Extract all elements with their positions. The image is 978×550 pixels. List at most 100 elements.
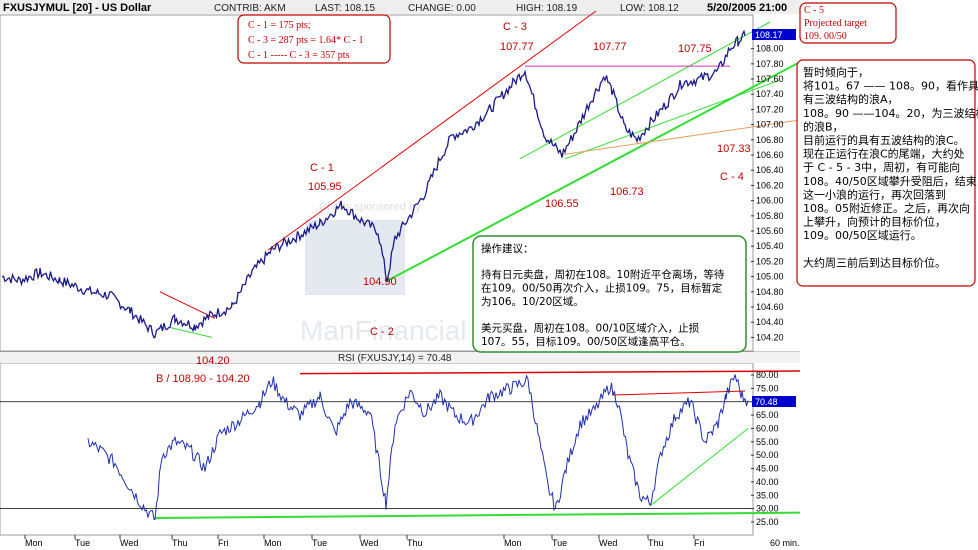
rsi-tick-label: 65.00 <box>756 410 779 420</box>
target-line-3: 109. 00/50 <box>804 31 847 42</box>
symbol-title: FXUSJYMUL [20] - US Dollar <box>3 2 152 14</box>
label-106-73: 106.73 <box>610 186 644 198</box>
label-c1-value: 105.95 <box>308 181 342 193</box>
advice-title: 操作建议： <box>481 242 534 255</box>
advice-box: 操作建议： 持有日元卖盘，周初在108。10附近平仓离场，等待在109。00/5… <box>472 235 747 353</box>
price-tick-label: 107.00 <box>756 120 784 130</box>
x-tick-label: Wed <box>360 538 378 548</box>
x-tick-label: Thu <box>648 538 664 548</box>
price-tick-label: 106.60 <box>756 150 784 160</box>
analysis-line: 有三波结构的浪A， <box>803 92 899 106</box>
rsi-red-inner <box>611 390 746 396</box>
calc-line-3: C - 1 ----- C - 3 = 357 pts <box>248 50 350 61</box>
advice-line: 107。55，目标109。00/50区域逢高平仓。 <box>481 335 691 348</box>
analysis-line: 目前运行的具有五波结构的浪C。 <box>803 133 965 147</box>
datetime-label: 5/20/2005 21:00 <box>707 2 787 14</box>
contrib-label: CONTRIB: AKM <box>214 3 286 14</box>
trendline-green-small <box>169 327 213 338</box>
price-tick-label: 105.20 <box>756 256 784 266</box>
analysis-line: 108。05附近修正。之后，再次向 <box>803 201 970 215</box>
price-tick-label: 107.20 <box>756 104 784 114</box>
price-tick-label: 107.60 <box>756 74 784 84</box>
rsi-red-top <box>299 370 801 375</box>
x-tick-label: Mon <box>504 538 522 548</box>
label-c2: C - 2 <box>370 326 394 338</box>
price-flag-text: 108.17 <box>755 30 783 40</box>
analysis-line: 暂时倾向于， <box>803 65 869 79</box>
analysis-line: 108。90 ——104。20，为三波结构 <box>803 106 978 120</box>
target-line-2: Projected target <box>804 18 867 29</box>
target-line-1: C - 5 <box>804 5 824 16</box>
price-tick-label: 106.80 <box>756 135 784 145</box>
rsi-green-bottom <box>154 511 801 519</box>
price-tick-label: 106.20 <box>756 180 784 190</box>
calc-box-frame <box>237 14 391 64</box>
high-label: HIGH: 108.19 <box>516 3 578 14</box>
target-box-frame <box>799 2 897 44</box>
rsi-value-flag: 70.48 <box>752 396 796 407</box>
rsi-tick-label: 75.00 <box>756 383 779 393</box>
price-tick-label: 106.00 <box>756 196 784 206</box>
price-tick-label: 107.80 <box>756 59 784 69</box>
analysis-line: 这一小浪的运行，再次回落到 <box>803 187 946 201</box>
price-tick-label: 104.40 <box>756 317 784 327</box>
last-label: LAST: 108.15 <box>315 3 375 14</box>
rsi-tick-label: 45.00 <box>756 464 779 474</box>
x-tick-label: Wed <box>120 538 138 548</box>
analysis-line: 现在正运行在浪C的尾端，大约处 <box>803 147 965 161</box>
label-107-33: 107.33 <box>717 143 751 155</box>
rsi-panel-frame <box>0 362 754 536</box>
price-tick-label: 107.40 <box>756 89 784 99</box>
watermark-logo <box>305 220 405 295</box>
label-c2-value: 104.90 <box>363 276 397 288</box>
x-tick-label: Mon <box>25 538 43 548</box>
rsi-tick-label: 60.00 <box>756 423 779 433</box>
header-bar <box>0 0 800 14</box>
label-peak-2: 107.77 <box>593 41 627 53</box>
rsi-tick-label: 25.00 <box>756 517 779 527</box>
label-c3-value: 107.77 <box>500 41 534 53</box>
label-c1: C - 1 <box>310 162 334 174</box>
trendline-green-main <box>387 61 801 282</box>
rsi-tick-label: 35.00 <box>756 490 779 500</box>
label-106-55: 106.55 <box>545 198 579 210</box>
rsi-title-bar <box>0 352 800 363</box>
price-tick-label: 104.80 <box>756 287 784 297</box>
rsi-tick-label: 30.00 <box>756 504 779 514</box>
label-c3: C - 3 <box>503 21 527 33</box>
x-tick-label: Thu <box>172 538 188 548</box>
watermark-caption: Charts sponsored by <box>319 201 421 213</box>
price-value-flag: 108.17 <box>752 29 796 40</box>
label-b: B / 108.90 - 104.20 <box>156 373 250 385</box>
analysis-line: 将101。67 —— 108。90，看作具 <box>803 79 978 93</box>
price-tick-label: 105.80 <box>756 211 784 221</box>
label-104-20: 104.20 <box>196 355 230 367</box>
price-line <box>1 29 746 339</box>
x-tick-label: Fri <box>218 538 229 548</box>
rsi-tick-label: 80.00 <box>756 370 779 380</box>
analysis-box: 暂时倾向于，将101。67 —— 108。90，看作具有三波结构的浪A，108。… <box>796 59 978 287</box>
rsi-tick-label: 40.00 <box>756 477 779 487</box>
trendline-red-upper <box>267 10 597 251</box>
analysis-line: 于 C - 5 - 3中，周初，有可能向 <box>803 160 960 174</box>
analysis-line: 上攀升，向预计的目标价位， <box>803 215 946 229</box>
price-flag-bg <box>752 29 796 40</box>
trendline-orange <box>559 119 801 156</box>
label-peak-3: 107.75 <box>678 43 712 55</box>
x-tick-label: Tue <box>75 538 90 548</box>
rsi-green-up <box>649 428 749 507</box>
x-tick-label: Thu <box>407 538 423 548</box>
price-tick-label: 108.00 <box>756 44 784 54</box>
change-label: CHANGE: 0.00 <box>408 3 476 14</box>
x-tick-label: Fri <box>694 538 705 548</box>
channel-green-upper <box>519 21 771 160</box>
x-tick-label: 60 min. <box>770 538 800 548</box>
advice-line: 美元买盘，周初在108。00/10区域介入，止损 <box>481 322 700 335</box>
watermark-brand: ManFinancial <box>300 315 467 346</box>
rsi-flag-bg <box>752 396 796 407</box>
x-tick-label: Mon <box>264 538 282 548</box>
rsi-flag-text: 70.48 <box>755 397 778 407</box>
price-tick-label: 104.20 <box>756 332 784 342</box>
